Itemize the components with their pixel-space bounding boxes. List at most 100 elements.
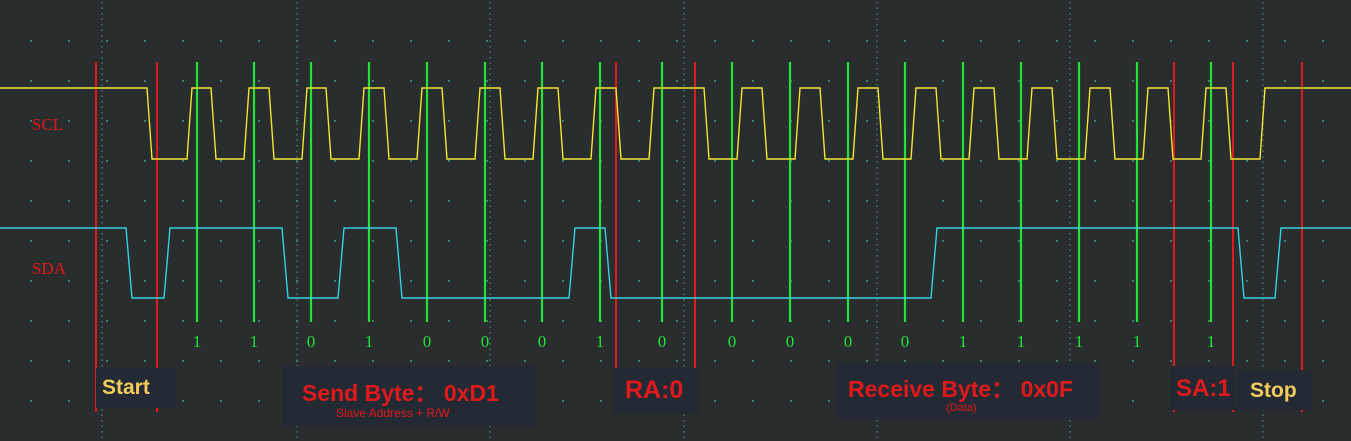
grid-dot: [258, 160, 260, 162]
grid-dot: [1018, 240, 1020, 242]
grid-dot: [106, 320, 108, 322]
grid-dot: [676, 200, 678, 202]
grid-dot: [866, 240, 868, 242]
grid-dot: [524, 160, 526, 162]
grid-dot: [486, 360, 488, 362]
grid-dot: [1132, 400, 1134, 402]
grid-dot: [296, 160, 298, 162]
grid-dot: [1018, 40, 1020, 42]
grid-dot: [1322, 120, 1324, 122]
grid-dot: [1284, 360, 1286, 362]
grid-dot: [1284, 160, 1286, 162]
grid-dot: [258, 360, 260, 362]
grid-dot: [1208, 160, 1210, 162]
grid-dot: [1056, 160, 1058, 162]
grid-dot: [220, 280, 222, 282]
grid-dot: [752, 360, 754, 362]
grid-dot: [1322, 280, 1324, 282]
receive-byte-title: Receive Byte： 0x0F: [848, 376, 1074, 402]
grid-dot: [486, 120, 488, 122]
grid-dot: [714, 280, 716, 282]
grid-dot: [1170, 40, 1172, 42]
grid-dot: [106, 160, 108, 162]
grid-dot: [106, 120, 108, 122]
grid-dot: [1056, 280, 1058, 282]
grid-dot: [448, 120, 450, 122]
bit-label: 1: [193, 332, 202, 351]
grid-dot: [296, 280, 298, 282]
grid-dot: [1246, 200, 1248, 202]
grid-dot: [1018, 320, 1020, 322]
grid-dot: [1208, 280, 1210, 282]
grid-dot: [752, 400, 754, 402]
grid-dot: [334, 80, 336, 82]
sda-label: SDA: [32, 259, 67, 278]
stop-box: Stop: [1236, 370, 1312, 410]
grid-dot: [942, 160, 944, 162]
grid-dot: [600, 400, 602, 402]
grid-dot: [372, 80, 374, 82]
grid-dot: [1132, 360, 1134, 362]
grid-dot: [828, 400, 830, 402]
grid-dot: [752, 160, 754, 162]
grid-dot: [410, 80, 412, 82]
grid-dot: [1246, 160, 1248, 162]
grid-dot: [752, 120, 754, 122]
grid-dot: [144, 80, 146, 82]
grid-dot: [1056, 120, 1058, 122]
start-label: Start: [102, 376, 150, 399]
grid-dot: [1018, 280, 1020, 282]
grid-dot: [752, 280, 754, 282]
grid-dot: [68, 240, 70, 242]
grid-dot: [828, 240, 830, 242]
grid-dot: [752, 40, 754, 42]
grid-dot: [866, 160, 868, 162]
grid-dot: [448, 200, 450, 202]
grid-dot: [334, 120, 336, 122]
grid-dot: [866, 200, 868, 202]
grid-dot: [942, 80, 944, 82]
grid-dot: [1132, 40, 1134, 42]
grid-dot: [638, 120, 640, 122]
grid-dot: [220, 80, 222, 82]
grid-dot: [220, 40, 222, 42]
grid-dot: [524, 80, 526, 82]
grid-dot: [258, 80, 260, 82]
receive-byte-box: Receive Byte： 0x0F (Data): [836, 362, 1100, 420]
grid-dot: [30, 400, 32, 402]
grid-dot: [334, 40, 336, 42]
grid-dot: [182, 320, 184, 322]
grid-dot: [942, 240, 944, 242]
grid-dot: [562, 320, 564, 322]
grid-dot: [1132, 80, 1134, 82]
grid-dot: [828, 360, 830, 362]
scl-waveform: [0, 87, 1351, 160]
grid-dot: [448, 280, 450, 282]
grid-dot: [220, 240, 222, 242]
grid-dot: [524, 280, 526, 282]
grid-dot: [106, 240, 108, 242]
grid-dot: [410, 360, 412, 362]
grid-dot: [828, 160, 830, 162]
grid-dot: [486, 80, 488, 82]
grid-dot: [980, 160, 982, 162]
grid-dot: [334, 200, 336, 202]
grid-dot: [334, 320, 336, 322]
grid-dot: [1208, 120, 1210, 122]
grid-dot: [638, 360, 640, 362]
grid-dot: [410, 160, 412, 162]
grid-dot: [942, 320, 944, 322]
grid-dot: [676, 240, 678, 242]
grid-dot: [486, 280, 488, 282]
grid-dot: [106, 40, 108, 42]
grid-dot: [638, 80, 640, 82]
grid-dot: [562, 40, 564, 42]
grid-dot: [30, 240, 32, 242]
grid-dot: [866, 80, 868, 82]
send-byte-box: Send Byte： 0xD1 Slave Address + R/W: [282, 366, 536, 426]
send-byte-title: Send Byte： 0xD1: [302, 380, 499, 406]
grid-dot: [1056, 40, 1058, 42]
grid-dot: [714, 320, 716, 322]
grid-dot: [562, 280, 564, 282]
